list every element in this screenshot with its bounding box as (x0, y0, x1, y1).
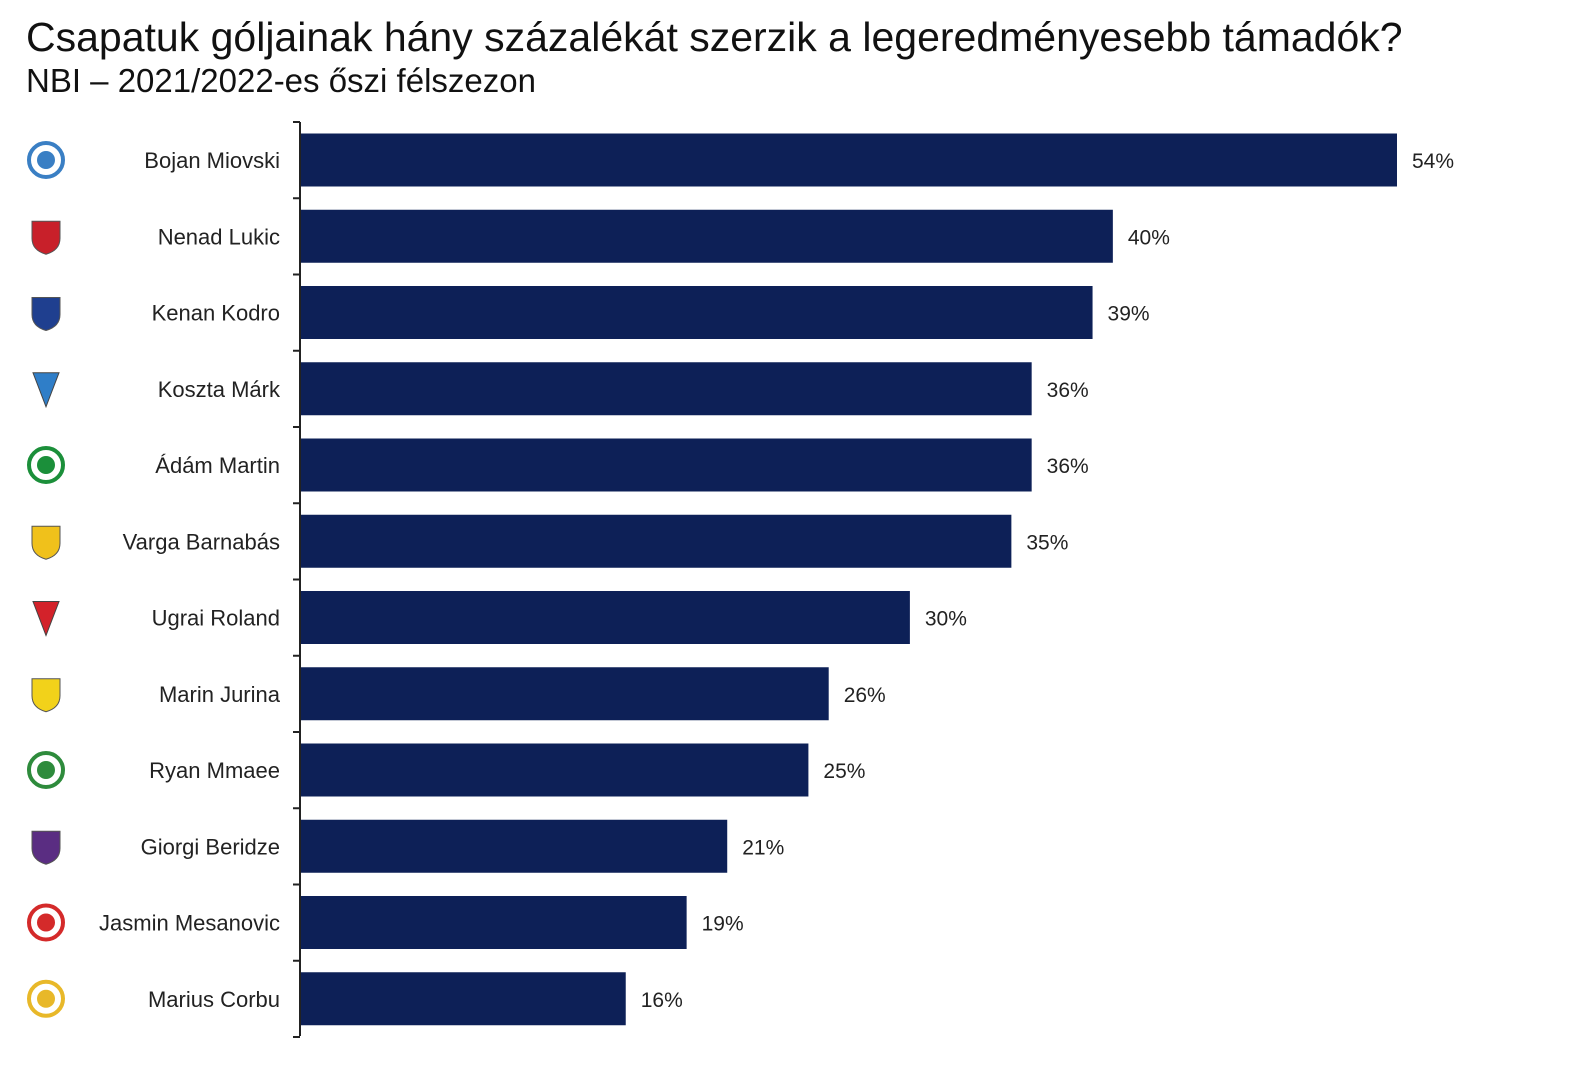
data-label: 21% (742, 836, 784, 859)
data-label: 16% (641, 989, 683, 1012)
dvsc-crest-icon (32, 601, 60, 637)
category-label: Marius Corbu (148, 987, 280, 1012)
bar (301, 286, 1093, 339)
data-label: 26% (844, 684, 886, 707)
data-label: 39% (1108, 303, 1150, 326)
fehervar-crest-icon (31, 297, 61, 332)
category-label: Koszta Márk (158, 377, 281, 402)
chart-title: Csapatuk góljainak hány százalékát szerz… (26, 14, 1403, 60)
kisvarda-crest-icon (27, 903, 65, 942)
gyirmot-crest-icon (31, 678, 61, 713)
category-label: Ádám Martin (155, 453, 280, 478)
bar (301, 133, 1397, 187)
bar (301, 209, 1113, 263)
data-label: 36% (1047, 379, 1089, 402)
bar (301, 819, 728, 873)
paks-crest-icon (27, 446, 65, 484)
category-label: Ryan Mmaee (149, 758, 280, 783)
category-label: Jasmin Mesanovic (99, 911, 280, 936)
chart-subtitle: NBI – 2021/2022-es őszi félszezon (26, 62, 536, 99)
data-label: 40% (1128, 226, 1170, 249)
category-label: Nenad Lukic (158, 224, 280, 249)
category-label: Ugrai Roland (152, 606, 280, 631)
bar (301, 972, 626, 1026)
ujpest-crest-icon (31, 830, 61, 865)
bar (301, 362, 1032, 416)
category-label: Giorgi Beridze (141, 834, 280, 859)
bar (301, 743, 809, 797)
data-label: 54% (1412, 150, 1454, 173)
data-label: 19% (702, 913, 744, 936)
bar (301, 896, 687, 949)
bar (301, 438, 1032, 492)
honved-crest-icon (31, 220, 61, 255)
category-label: Bojan Miovski (144, 148, 280, 173)
bar (301, 667, 829, 721)
bar (301, 591, 910, 644)
bar (301, 514, 1012, 568)
mezokovesd-crest-icon (31, 525, 61, 560)
category-label: Varga Barnabás (123, 529, 280, 554)
data-label: 35% (1026, 531, 1068, 554)
mtk-crest-icon (27, 141, 65, 179)
puskas-akademia-crest-icon (27, 979, 65, 1018)
category-label: Kenan Kodro (152, 301, 280, 326)
data-label: 30% (925, 608, 967, 631)
ferencvaros-crest-icon (27, 751, 65, 789)
category-label: Marin Jurina (159, 682, 281, 707)
zte-crest-icon (32, 372, 60, 409)
data-label: 36% (1047, 455, 1089, 478)
data-label: 25% (823, 760, 865, 783)
